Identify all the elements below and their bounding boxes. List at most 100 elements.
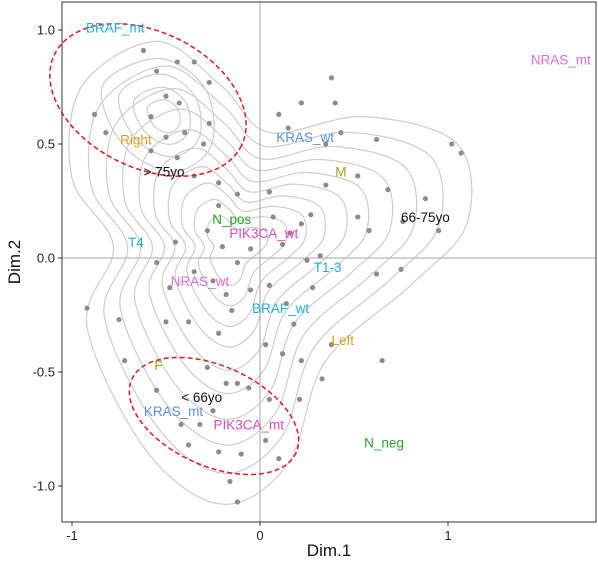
data-point <box>246 385 252 391</box>
data-point <box>216 330 222 336</box>
data-point <box>398 266 404 272</box>
data-point <box>223 380 229 386</box>
category-label: T4 <box>128 235 144 250</box>
category-label: NRAS_wt <box>171 274 230 289</box>
data-point <box>287 230 293 236</box>
category-label: KRAS_mt <box>144 404 204 419</box>
data-point <box>400 218 406 225</box>
data-point <box>266 396 272 402</box>
y-axis-ticks: -1.0 -0.5 0.0 0.5 1.0 <box>33 23 62 494</box>
y-axis-title: Dim.2 <box>5 240 24 284</box>
data-point <box>103 130 109 136</box>
data-point <box>328 75 335 81</box>
category-label: BRAF_wt <box>252 301 309 316</box>
data-point <box>379 358 385 364</box>
data-point <box>328 342 335 348</box>
data-point <box>366 228 372 234</box>
data-point <box>323 141 329 147</box>
plot-frame <box>61 1 597 523</box>
data-point <box>140 47 147 54</box>
data-point <box>182 130 188 136</box>
data-point <box>204 228 210 234</box>
density-contour-peak-1 <box>100 57 215 173</box>
data-point <box>206 79 212 86</box>
category-label: > 75yo <box>144 164 185 179</box>
data-points <box>84 47 464 505</box>
density-contour-1 <box>68 40 473 505</box>
category-label: PIK3CA_wt <box>229 226 298 241</box>
category-label: M <box>335 164 346 179</box>
data-point <box>266 189 272 195</box>
data-point <box>355 173 361 179</box>
data-point <box>154 259 160 266</box>
data-point <box>308 212 314 218</box>
data-point <box>234 191 241 197</box>
data-point <box>319 376 325 382</box>
data-point <box>163 93 169 99</box>
y-tick-label: -0.5 <box>33 365 55 380</box>
data-point <box>206 120 212 127</box>
data-point <box>298 100 304 106</box>
data-point <box>154 387 160 393</box>
data-point <box>185 442 192 448</box>
data-point <box>216 202 222 209</box>
data-point <box>167 285 173 291</box>
data-point <box>317 253 323 259</box>
category-label: < 66yo <box>181 390 222 405</box>
data-point <box>248 246 254 252</box>
data-point <box>122 358 128 364</box>
data-point <box>248 287 254 293</box>
data-point <box>174 155 180 161</box>
data-point <box>279 241 286 247</box>
y-tick-label: -1.0 <box>33 479 55 494</box>
data-point <box>285 125 291 131</box>
data-point <box>234 259 241 266</box>
data-point <box>223 291 229 298</box>
data-point <box>263 437 269 443</box>
data-point <box>373 271 380 277</box>
data-point <box>163 319 169 325</box>
data-point <box>310 285 316 291</box>
data-point <box>148 114 154 120</box>
category-label: Left <box>331 333 354 348</box>
upper-left-ellipse <box>49 22 247 178</box>
data-point <box>373 136 380 143</box>
category-label: T1-3 <box>314 260 342 275</box>
data-point <box>332 100 338 106</box>
density-contour-2 <box>87 65 444 474</box>
y-tick-label: 0.5 <box>37 137 55 152</box>
lower-left-ellipse <box>128 356 300 476</box>
x-tick-label: 0 <box>256 528 263 543</box>
data-point <box>422 196 429 202</box>
density-contour-peak-2 <box>117 73 202 158</box>
data-point <box>216 449 222 455</box>
x-axis-ticks: -1 0 1 <box>66 522 452 543</box>
density-contour-peak-3 <box>132 86 191 146</box>
category-label: F <box>154 358 162 373</box>
y-tick-label: 0.0 <box>37 251 55 266</box>
data-point <box>296 396 303 402</box>
data-point <box>279 351 286 357</box>
category-label: N_neg <box>364 436 404 451</box>
data-point <box>291 321 297 327</box>
category-label: BRAF_mt <box>86 21 145 36</box>
data-point <box>210 408 216 414</box>
x-axis-title: Dim.1 <box>307 541 351 560</box>
data-point <box>154 68 160 74</box>
data-point <box>148 148 154 154</box>
data-point <box>174 59 180 65</box>
data-point <box>338 130 344 136</box>
data-point <box>270 214 276 220</box>
data-point <box>197 421 203 428</box>
data-point <box>385 187 391 193</box>
data-point <box>172 239 178 245</box>
density-contour-peak-4 <box>146 98 181 134</box>
data-point <box>298 221 304 227</box>
data-point <box>304 257 310 263</box>
data-point <box>116 316 122 323</box>
data-point <box>266 282 272 288</box>
data-point <box>355 214 361 220</box>
data-point <box>449 141 455 147</box>
data-point <box>234 380 241 386</box>
